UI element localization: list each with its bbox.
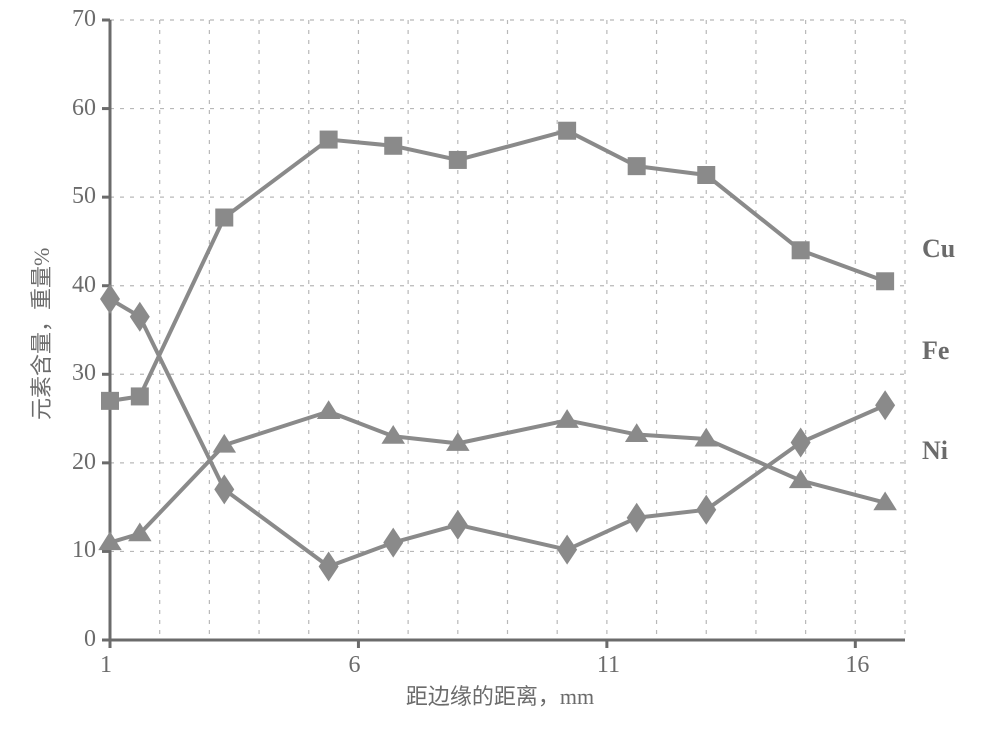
y-tick-label: 50 — [72, 183, 96, 210]
y-tick-label: 20 — [72, 449, 96, 476]
series-label-ni: Ni — [922, 436, 948, 466]
x-tick-label: 16 — [845, 652, 869, 679]
series-label-cu: Cu — [922, 234, 955, 264]
y-tick-label: 60 — [72, 95, 96, 122]
x-tick-label: 11 — [597, 652, 620, 679]
y-tick-label: 0 — [84, 626, 96, 653]
y-tick-label: 10 — [72, 537, 96, 564]
chart-svg — [0, 0, 1000, 729]
x-tick-label: 6 — [348, 652, 360, 679]
chart-container: 元素含量，重量% 距边缘的距离，mm 010203040506070161116… — [0, 0, 1000, 729]
y-tick-label: 30 — [72, 360, 96, 387]
x-axis-label: 距边缘的距离，mm — [0, 679, 1000, 711]
y-tick-label: 40 — [72, 272, 96, 299]
y-axis-label: 元素含量，重量% — [24, 248, 56, 420]
series-label-fe: Fe — [922, 336, 949, 366]
x-tick-label: 1 — [100, 652, 112, 679]
y-tick-label: 70 — [72, 6, 96, 33]
